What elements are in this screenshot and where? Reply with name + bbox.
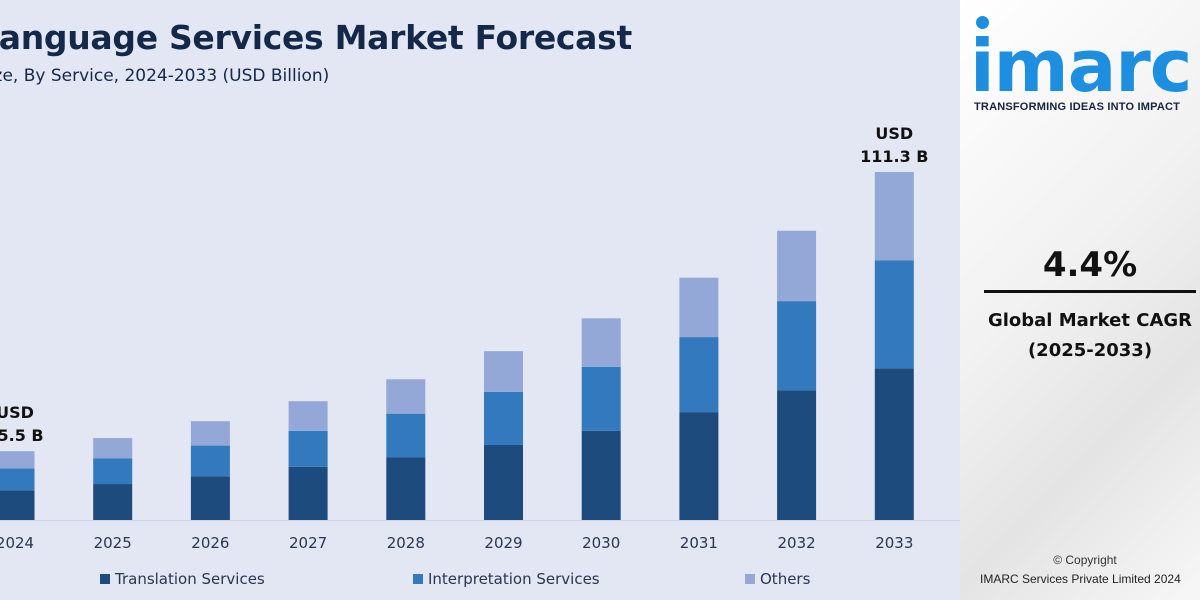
bar-2029-interpretation-services [484, 391, 523, 445]
cagr-period: (2025-2033) [1027, 340, 1153, 361]
x-tick-label-2031: 2031 [680, 534, 718, 552]
bar-2024-translation-services [0, 490, 35, 520]
x-tick-label-2029: 2029 [484, 534, 522, 552]
stacked-bar-chart: 2024 2025 2026 2027 2028 2029 2030 2031 2032 2033… [0, 124, 960, 552]
x-tick-label-2030: 2030 [582, 534, 620, 552]
side-panel: imarc TRANSFORMING IDEAS INTO IMPACT 4.4… [960, 0, 1200, 600]
x-tick-label-2033: 2033 [875, 534, 913, 552]
chart-title: Language Services Market Forecast [0, 18, 632, 57]
cagr-value: 4.4% [1042, 245, 1138, 285]
bar-2033-interpretation-services [874, 260, 914, 369]
cagr-label: Global Market CAGR [987, 310, 1193, 331]
company-name: IMARC Services Private Limited 2024 [980, 572, 1181, 586]
bar-2025-interpretation-services [93, 458, 133, 485]
bar-2032-interpretation-services [777, 301, 817, 391]
chart-legend: Translation Services Interpretation Serv… [0, 570, 960, 592]
legend-item-translation: Translation Services [100, 570, 265, 588]
bar-2031-interpretation-services [679, 337, 719, 413]
legend-swatch-others [745, 574, 755, 584]
bar-2027-others [288, 401, 328, 431]
bar-2033-others [874, 172, 914, 261]
bar-2026-others [190, 421, 230, 446]
chart-panel: Language Services Market Forecast Size, … [0, 18, 960, 592]
bar-2024-others [0, 451, 35, 469]
bar-2026-interpretation-services [190, 445, 230, 477]
bar-2030-interpretation-services [581, 366, 621, 431]
bar-2028-others [386, 379, 426, 414]
bar-2032-others [777, 230, 817, 302]
total-label-2033-value: 111.3 B [860, 147, 928, 166]
bar-2027-interpretation-services [288, 430, 328, 467]
bar-2025-translation-services [93, 484, 133, 520]
bar-2024-interpretation-services [0, 468, 35, 491]
cagr-divider [984, 290, 1196, 293]
x-tick-label-2027: 2027 [289, 534, 327, 552]
bar-2032-translation-services [777, 390, 817, 520]
legend-swatch-interpretation [413, 574, 423, 584]
bar-2025-others [93, 438, 133, 459]
bar-2029-translation-services [484, 444, 523, 520]
legend-item-interpretation: Interpretation Services [413, 570, 600, 588]
x-tick-label-2024: 2024 [0, 534, 34, 552]
brand-logo: imarc [970, 24, 1192, 108]
total-label-2024-value: 65.5 B [0, 426, 44, 445]
copyright-text: © Copyright [1053, 553, 1117, 567]
bar-2027-translation-services [288, 466, 328, 520]
bar-2031-translation-services [679, 412, 719, 520]
bar-2029-others [484, 351, 523, 392]
bar-2028-interpretation-services [386, 413, 426, 458]
bar-2031-others [679, 277, 719, 338]
legend-label-translation: Translation Services [115, 570, 265, 588]
legend-label-interpretation: Interpretation Services [428, 570, 600, 588]
bar-2026-translation-services [190, 476, 230, 520]
x-tick-label-2026: 2026 [191, 534, 229, 552]
bar-2028-translation-services [386, 457, 426, 520]
logo-dot-icon [976, 16, 989, 29]
total-label-2024-currency: USD [0, 403, 34, 422]
chart-subtitle: Size, By Service, 2024-2033 (USD Billion… [0, 66, 330, 86]
bar-2030-translation-services [581, 430, 621, 520]
x-tick-label-2032: 2032 [778, 534, 816, 552]
bar-2033-translation-services [874, 368, 914, 520]
total-label-2033-currency: USD [875, 124, 913, 143]
legend-label-others: Others [760, 570, 811, 588]
legend-item-others: Others [745, 570, 810, 588]
x-tick-label-2025: 2025 [94, 534, 132, 552]
bar-2030-others [581, 318, 621, 367]
x-tick-label-2028: 2028 [387, 534, 425, 552]
brand-tagline: TRANSFORMING IDEAS INTO IMPACT [974, 101, 1181, 113]
legend-swatch-translation [100, 574, 110, 584]
